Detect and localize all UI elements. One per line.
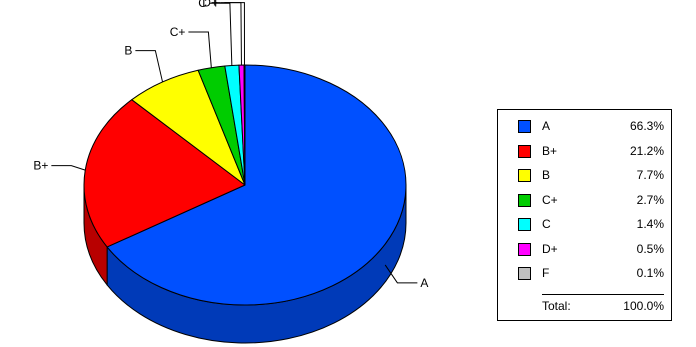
leader-line-C+: [188, 31, 212, 68]
slice-label-F: F: [214, 0, 221, 10]
slice-label-A: A: [420, 276, 428, 290]
legend-value: 2.7%: [636, 192, 664, 207]
legend-value: 1.4%: [636, 217, 664, 231]
slice-A: [106, 64, 407, 306]
leader-line-F: [224, 2, 245, 66]
leader-line-B+: [51, 165, 86, 171]
leader-line-A: [384, 264, 418, 284]
slice-B+: [83, 99, 246, 248]
legend-swatch-B+: [518, 144, 531, 158]
leader-line-C: [209, 2, 233, 66]
legend-label: B: [542, 168, 551, 182]
legend-swatch-C: [518, 218, 531, 231]
legend-item: B+ 21.2%: [498, 143, 671, 161]
legend-item: D+ 0.5%: [498, 241, 671, 259]
legend-value: 0.1%: [636, 266, 664, 280]
slice-labels: A B+ B C+ CD+F: [33, 0, 428, 290]
slice-label-B+: B+: [33, 159, 48, 173]
legend: A 66.3% B+ 21.2% B 7.7% C+ 2.7% C 1.4% D+ 0.5% F 0.1%…: [497, 109, 672, 321]
slice-label-C: C: [198, 0, 207, 10]
legend-item: F 0.1%: [498, 265, 671, 283]
legend-swatch-B: [518, 169, 531, 182]
slice-label-D+: D+: [202, 0, 218, 10]
legend-value: 66.3%: [629, 119, 664, 133]
slice-F: [243, 64, 246, 186]
legend-value: 7.7%: [636, 168, 664, 182]
legend-item: C 1.4%: [498, 216, 671, 234]
legend-swatch-F: [518, 267, 531, 280]
legend-swatch-D+: [518, 242, 531, 256]
legend-label: C+: [542, 192, 558, 207]
leader-line-B: [135, 50, 164, 83]
legend-swatch-A: [518, 120, 531, 133]
legend-total-label: Total:: [542, 299, 571, 313]
legend-label: D+: [542, 241, 558, 256]
legend-item: B 7.7%: [498, 167, 671, 185]
legend-item: C+ 2.7%: [498, 192, 671, 210]
legend-value: 21.2%: [629, 143, 664, 158]
legend-divider: [542, 294, 664, 295]
slice-label-C+: C+: [170, 25, 186, 39]
legend-item: A 66.3%: [498, 118, 671, 136]
legend-swatch-C+: [518, 193, 531, 207]
legend-label: F: [542, 266, 550, 280]
slice-label-B: B: [124, 44, 132, 58]
pie-slices: [83, 64, 407, 344]
legend-label: B+: [542, 143, 558, 158]
legend-value: 0.5%: [636, 241, 664, 256]
legend-label: C: [542, 217, 551, 231]
legend-total-value: 100.0%: [623, 299, 664, 313]
legend-label: A: [542, 119, 551, 133]
